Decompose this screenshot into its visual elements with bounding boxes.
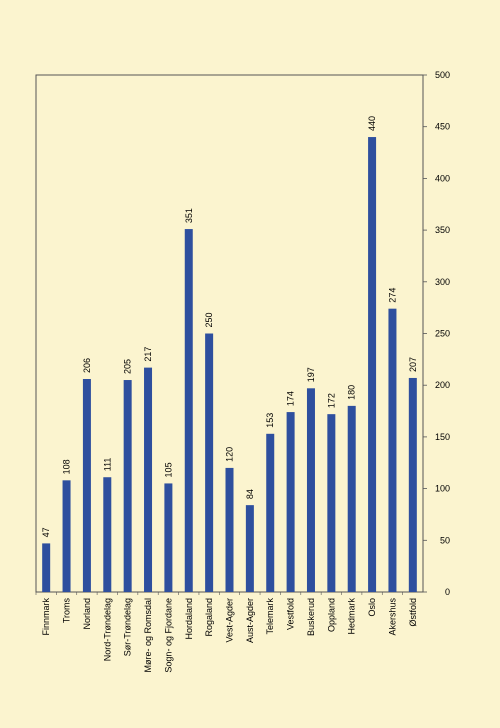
value-label: 217 <box>143 347 153 362</box>
category-label: Oslo <box>367 598 377 617</box>
y-tick-label: 350 <box>435 225 450 235</box>
bar <box>144 367 153 592</box>
y-tick-label: 0 <box>445 587 450 597</box>
category-label: Oppland <box>326 598 336 632</box>
category-label-group: Finnmark Troms Norland Nord-Trøndelag Sør-Tr… <box>35 592 418 673</box>
value-label: 84 <box>245 489 255 499</box>
value-label: 174 <box>286 391 296 406</box>
bar <box>306 388 315 592</box>
bar <box>205 333 214 592</box>
value-label: 197 <box>306 367 316 382</box>
y-tick-label: 450 <box>435 122 450 132</box>
category-label: Rogaland <box>204 598 214 637</box>
value-label: 274 <box>387 288 397 303</box>
y-tick-label: 500 <box>435 70 450 80</box>
bar <box>388 308 397 592</box>
y-tick-label: 400 <box>435 173 450 183</box>
value-label: 351 <box>184 208 194 223</box>
category-label: Sogn- og Fjordane <box>163 598 173 673</box>
category-label: Møre- og Romsdal <box>143 598 153 673</box>
category-label: Buskerud <box>306 598 316 636</box>
category-label: Vestfold <box>286 598 296 630</box>
value-label: 180 <box>347 385 357 400</box>
bar <box>347 405 356 592</box>
category-label: Troms <box>62 598 72 624</box>
bar <box>123 380 132 592</box>
category-label: Finnmark <box>41 598 51 636</box>
category-label: Sør-Trøndelag <box>123 598 133 656</box>
category-label: Vest-Agder <box>225 598 235 643</box>
y-tick-label: 250 <box>435 329 450 339</box>
value-label: 172 <box>326 393 336 408</box>
value-label-group: 47 108 206 111 205 217 105 351 250 120 84 153 174 197… <box>41 116 418 537</box>
bar <box>103 477 112 592</box>
category-label: Akershus <box>387 598 397 636</box>
category-label: Nord-Trøndelag <box>102 598 112 661</box>
value-label: 153 <box>265 413 275 428</box>
bar <box>184 229 193 592</box>
bar <box>286 412 295 592</box>
bar <box>42 543 51 592</box>
y-tick-label: 300 <box>435 277 450 287</box>
value-label: 111 <box>102 458 112 472</box>
bar <box>368 137 377 593</box>
bar <box>245 505 254 592</box>
bar <box>225 467 234 592</box>
category-label: Østfold <box>408 598 418 627</box>
bar <box>82 379 91 592</box>
value-label: 440 <box>367 116 377 131</box>
y-axis: 0 50 100 150 200 250 300 350 400 450 500 <box>423 70 450 597</box>
y-tick-label: 50 <box>440 535 450 545</box>
category-label: Norland <box>82 598 92 630</box>
value-label: 250 <box>204 312 214 327</box>
value-label: 120 <box>225 447 235 462</box>
value-label: 108 <box>62 459 72 474</box>
category-label: Aust-Agder <box>245 598 255 643</box>
bar-group <box>42 137 417 593</box>
value-label: 205 <box>123 359 133 374</box>
value-label: 207 <box>408 357 418 372</box>
y-tick-label: 150 <box>435 432 450 442</box>
bar <box>408 377 417 592</box>
bar <box>62 480 71 592</box>
category-label: Telemark <box>265 598 275 635</box>
bar <box>266 433 275 592</box>
value-label: 47 <box>41 527 51 537</box>
value-label: 206 <box>82 358 92 373</box>
y-tick-label: 100 <box>435 484 450 494</box>
value-label: 105 <box>163 462 173 477</box>
bar <box>164 483 173 592</box>
bar <box>327 414 336 592</box>
category-label: Hordaland <box>184 598 194 640</box>
category-label: Hedmark <box>347 598 357 635</box>
y-tick-label: 200 <box>435 380 450 390</box>
